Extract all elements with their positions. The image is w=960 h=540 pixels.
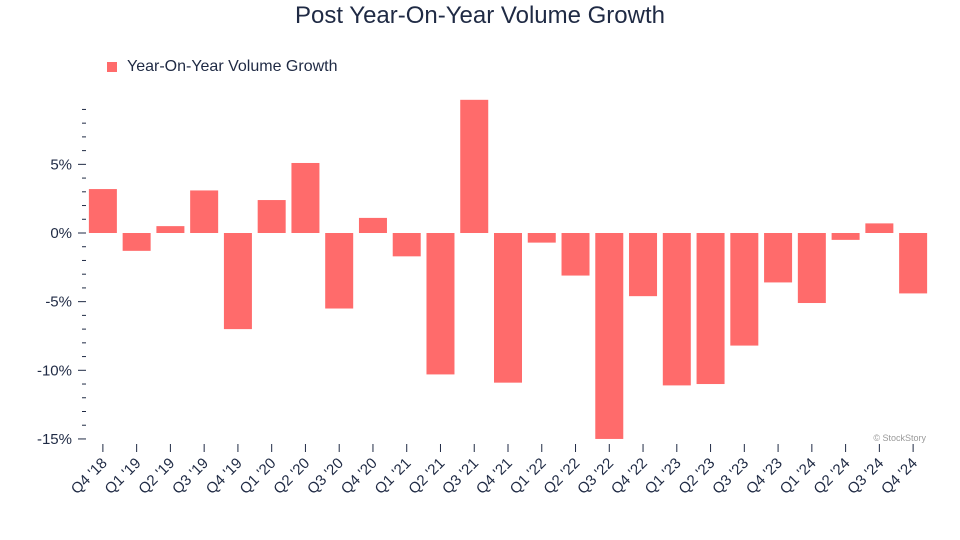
- x-tick-label: Q4 '22: [608, 455, 651, 498]
- x-tick-label: Q4 '19: [203, 455, 246, 498]
- bar: [190, 190, 219, 233]
- bar: [358, 217, 387, 233]
- bar: [494, 233, 522, 383]
- bar: [527, 233, 556, 243]
- x-tick-label: Q4 '23: [743, 455, 786, 498]
- bar: [88, 189, 117, 233]
- bar: [899, 233, 928, 294]
- bar: [561, 233, 590, 276]
- bar: [426, 233, 455, 375]
- bar: [629, 233, 658, 297]
- x-tick-label: Q4 '18: [68, 455, 111, 498]
- bar: [291, 162, 320, 233]
- bar: [730, 233, 759, 346]
- x-tick-label: Q4 '20: [338, 455, 381, 498]
- x-tick-label: Q1 '23: [642, 455, 685, 498]
- x-tick-label: Q1 '19: [102, 455, 145, 498]
- bar: [156, 226, 185, 233]
- y-tick-label: 5%: [50, 156, 72, 173]
- x-tick-label: Q2 '23: [675, 455, 718, 498]
- x-tick-label: Q3 '24: [844, 455, 887, 498]
- chart-title: Post Year-On-Year Volume Growth: [295, 2, 665, 29]
- x-tick-label: Q2 '21: [405, 455, 448, 498]
- legend-swatch: [107, 62, 117, 72]
- chart-legend: Year-On-Year Volume Growth: [107, 58, 337, 76]
- x-tick-label: Q1 '20: [237, 455, 280, 498]
- x-tick-label: Q2 '22: [540, 455, 583, 498]
- x-tick-label: Q4 '21: [473, 455, 516, 498]
- y-tick-label: -15%: [37, 431, 72, 448]
- x-tick-label: Q2 '24: [810, 455, 853, 498]
- x-tick-label: Q1 '22: [507, 455, 550, 498]
- x-tick-label: Q3 '20: [304, 455, 347, 498]
- bar: [865, 223, 894, 233]
- x-tick-label: Q2 '19: [135, 455, 178, 498]
- bar: [122, 233, 151, 251]
- bar: [460, 99, 489, 233]
- x-tick-label: Q1 '21: [372, 455, 415, 498]
- x-tick-label: Q2 '20: [270, 455, 313, 498]
- watermark: © StockStory: [873, 433, 926, 443]
- bar: [764, 233, 793, 283]
- x-tick-label: Q4 '24: [878, 455, 921, 498]
- x-tick-label: Q3 '19: [169, 455, 212, 498]
- bar: [696, 233, 725, 385]
- bar: [325, 233, 354, 309]
- legend-label: Year-On-Year Volume Growth: [127, 58, 338, 75]
- y-tick-label: -5%: [45, 294, 72, 311]
- bar: [797, 233, 826, 304]
- bar: [257, 200, 286, 233]
- y-tick-label: 0%: [50, 225, 72, 242]
- bar: [392, 233, 421, 257]
- bar: [831, 233, 860, 240]
- x-tick-label: Q3 '23: [709, 455, 752, 498]
- bar: [595, 233, 624, 439]
- x-tick-label: Q3 '21: [439, 455, 482, 498]
- x-tick-label: Q3 '22: [574, 455, 617, 498]
- x-tick-label: Q1 '24: [777, 455, 820, 498]
- y-tick-label: -10%: [37, 362, 72, 379]
- bar: [662, 233, 691, 386]
- bar: [223, 233, 252, 330]
